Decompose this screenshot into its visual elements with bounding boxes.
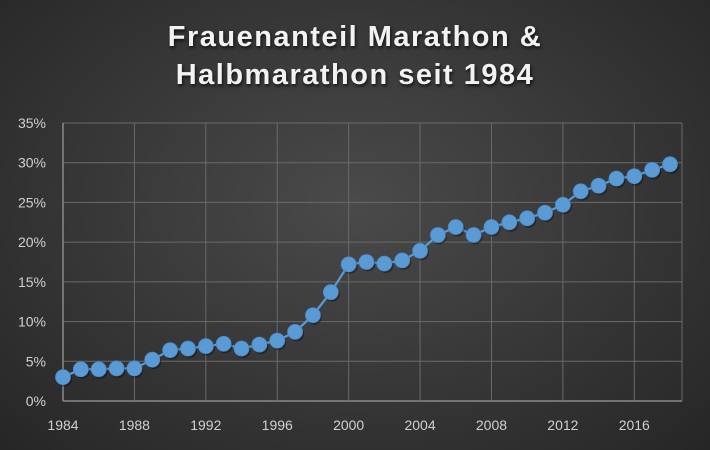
y-tick-label: 25% (18, 194, 46, 210)
data-point-marker (483, 219, 500, 235)
data-point-marker (126, 360, 143, 377)
x-tick-label: 2008 (476, 417, 507, 433)
y-tick-label: 30% (18, 155, 46, 171)
data-point-marker (305, 307, 321, 324)
data-point-marker (108, 360, 125, 377)
data-point-marker (590, 177, 607, 194)
x-tick-label: 1988 (119, 417, 150, 433)
chart-title-line-1: Frauenanteil Marathon & (167, 21, 543, 53)
data-point-marker (340, 256, 357, 273)
data-point-marker (197, 338, 214, 355)
x-tick-label: 2012 (547, 417, 578, 433)
x-tick-label: 1996 (262, 417, 293, 433)
data-point-marker (447, 219, 464, 235)
data-point-marker (376, 255, 393, 272)
data-point-marker (180, 340, 196, 357)
data-point-marker (251, 336, 268, 353)
x-tick-label: 2000 (333, 417, 364, 433)
data-point-marker (55, 369, 71, 386)
y-tick-label: 35% (18, 115, 46, 131)
data-point-marker (644, 161, 661, 178)
data-point-marker (358, 254, 375, 270)
data-point-marker (554, 196, 571, 213)
y-tick-label: 20% (18, 234, 46, 250)
data-point-marker (269, 332, 286, 349)
data-point-marker (233, 340, 250, 357)
data-point-marker (501, 214, 518, 231)
data-point-marker (215, 335, 232, 352)
data-point-marker (572, 183, 589, 200)
data-point-marker (72, 361, 89, 378)
data-point-marker (322, 284, 339, 301)
data-point-marker (430, 227, 446, 243)
chart-title-line-2: Halbmarathon seit 1984 (175, 59, 535, 91)
data-point-marker (519, 210, 536, 227)
data-point-marker (537, 204, 553, 221)
gridlines (62, 122, 683, 402)
data-point-marker (626, 168, 643, 185)
x-tick-label: 2016 (619, 417, 650, 433)
data-point-marker (412, 242, 428, 259)
x-axis-ticks: 1984 1988 1992 1996 2000 2004 2008 2012 2016 (47, 417, 650, 433)
y-tick-label: 15% (18, 274, 46, 290)
x-tick-label: 2004 (404, 417, 435, 433)
chart-title: Frauenanteil Marathon & Halbmarathon sei… (0, 18, 710, 94)
data-point-marker (662, 156, 678, 173)
y-axis-ticks: 0% 5% 10% 15% 20% 25% 30% 35% (18, 115, 46, 409)
data-point-marker (287, 323, 303, 340)
data-series (55, 156, 679, 387)
data-point-marker (608, 170, 625, 187)
y-tick-label: 0% (26, 393, 46, 409)
data-point-marker (144, 351, 161, 368)
y-tick-label: 10% (18, 314, 46, 330)
y-tick-label: 5% (26, 353, 46, 369)
x-tick-label: 1992 (190, 417, 221, 433)
data-point-marker (465, 227, 482, 243)
data-point-marker (90, 361, 107, 378)
data-point-marker (162, 342, 179, 359)
x-tick-label: 1984 (47, 417, 78, 433)
data-point-marker (394, 252, 411, 269)
